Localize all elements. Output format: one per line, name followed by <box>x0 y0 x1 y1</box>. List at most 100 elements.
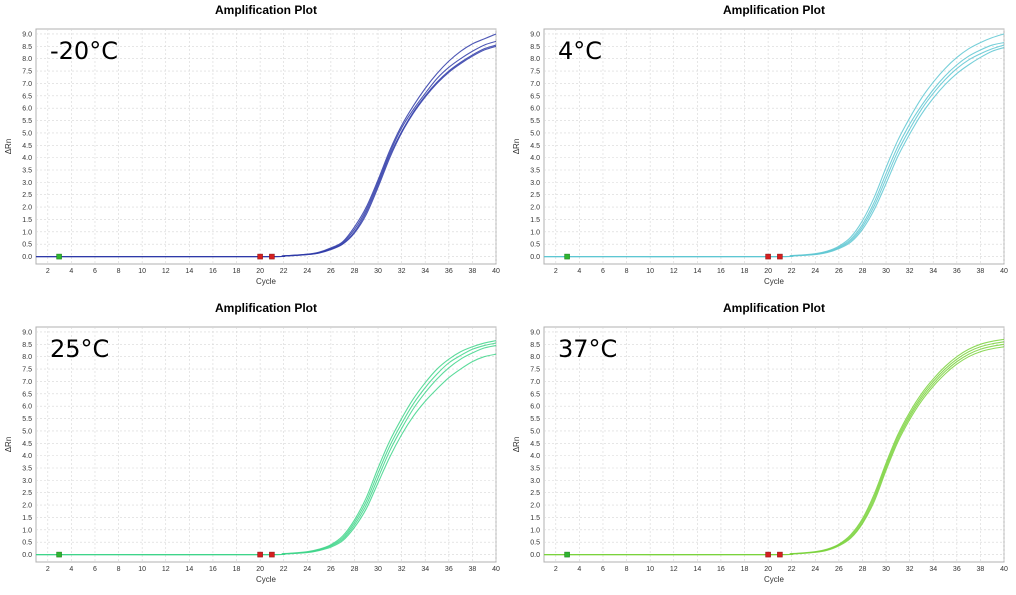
x-tick-label: 34 <box>421 566 429 573</box>
chart-title: Amplification Plot <box>215 301 317 315</box>
x-axis-label: Cycle <box>764 277 785 286</box>
baseline-start-marker[interactable] <box>564 253 570 260</box>
y-tick-label: 3.5 <box>530 466 540 473</box>
y-tick-label: 4.0 <box>22 155 32 162</box>
baseline-end-marker[interactable] <box>257 551 263 558</box>
x-tick-label: 32 <box>906 268 914 275</box>
y-tick-label: 4.5 <box>530 441 540 448</box>
y-tick-label: 3.0 <box>22 180 32 187</box>
y-tick-label: 7.5 <box>530 367 540 374</box>
x-tick-label: 10 <box>646 566 654 573</box>
y-tick-label: 4.0 <box>530 155 540 162</box>
y-tick-label: 1.5 <box>530 217 540 224</box>
y-tick-label: 5.0 <box>530 428 540 435</box>
baseline-end-marker[interactable] <box>765 551 771 558</box>
x-tick-label: 4 <box>577 268 581 275</box>
baseline-end-marker[interactable] <box>765 253 771 260</box>
x-axis-label: Cycle <box>256 575 277 584</box>
y-tick-label: 1.0 <box>22 527 32 534</box>
chart-title: Amplification Plot <box>723 3 825 17</box>
baseline-start-marker[interactable] <box>564 551 570 558</box>
x-tick-label: 40 <box>492 566 500 573</box>
x-tick-label: 22 <box>788 566 796 573</box>
x-tick-label: 2 <box>46 566 50 573</box>
x-tick-label: 18 <box>741 566 749 573</box>
y-tick-label: 0.5 <box>530 242 540 249</box>
y-tick-label: 6.0 <box>530 106 540 113</box>
y-tick-label: 9.0 <box>22 329 32 336</box>
y-tick-label: 9.0 <box>22 31 32 38</box>
y-tick-label: 5.0 <box>22 428 32 435</box>
x-tick-label: 26 <box>835 268 843 275</box>
x-tick-label: 24 <box>303 268 311 275</box>
amplification-plot-2: Amplification Plot 2 4 6 8 10 12 14 16 18 20 22 24 26… <box>508 0 1016 297</box>
y-tick-label: 7.0 <box>22 379 32 386</box>
baseline-end-marker[interactable] <box>257 253 263 260</box>
y-tick-label: 1.5 <box>530 515 540 522</box>
x-tick-label: 2 <box>46 268 50 275</box>
baseline-end-marker[interactable] <box>777 253 783 260</box>
x-tick-label: 36 <box>953 566 961 573</box>
x-tick-label: 6 <box>93 566 97 573</box>
x-tick-label: 14 <box>693 268 701 275</box>
baseline-start-marker[interactable] <box>56 253 62 260</box>
y-tick-label: 5.0 <box>22 130 32 137</box>
y-tick-label: 1.0 <box>22 229 32 236</box>
x-tick-label: 20 <box>764 566 772 573</box>
y-tick-label: 0.5 <box>530 540 540 547</box>
x-tick-label: 14 <box>693 566 701 573</box>
y-tick-label: 4.0 <box>22 453 32 460</box>
y-tick-label: 8.0 <box>22 56 32 63</box>
baseline-start-marker[interactable] <box>56 551 62 558</box>
y-tick-label: 8.0 <box>22 354 32 361</box>
y-tick-label: 8.5 <box>530 44 540 51</box>
y-tick-label: 1.0 <box>530 527 540 534</box>
baseline-end-marker[interactable] <box>269 551 275 558</box>
y-tick-label: 5.5 <box>530 118 540 125</box>
x-tick-label: 28 <box>351 268 359 275</box>
amplification-plot-3: Amplification Plot 2 4 6 8 10 12 14 16 18 20 22 24 26… <box>0 298 508 595</box>
y-tick-label: 8.5 <box>22 342 32 349</box>
x-tick-label: 18 <box>741 268 749 275</box>
x-tick-label: 12 <box>162 566 170 573</box>
x-tick-label: 36 <box>445 566 453 573</box>
x-tick-label: 16 <box>717 268 725 275</box>
amplification-curve-4 <box>543 47 1005 258</box>
x-tick-label: 6 <box>601 566 605 573</box>
y-tick-label: 2.5 <box>22 192 32 199</box>
y-tick-label: 2.0 <box>530 503 540 510</box>
y-tick-label: 3.0 <box>22 478 32 485</box>
y-tick-label: 6.0 <box>22 404 32 411</box>
x-tick-label: 16 <box>209 566 217 573</box>
y-tick-label: 8.5 <box>22 44 32 51</box>
x-tick-label: 32 <box>398 566 406 573</box>
amplification-plot-4: Amplification Plot 2 4 6 8 10 12 14 16 18 20 22 24 26… <box>508 298 1016 595</box>
x-tick-label: 10 <box>138 268 146 275</box>
y-axis-label: ΔRn <box>512 139 521 155</box>
x-tick-label: 14 <box>185 268 193 275</box>
baseline-end-marker[interactable] <box>777 551 783 558</box>
x-tick-label: 22 <box>280 566 288 573</box>
x-tick-label: 8 <box>117 268 121 275</box>
x-tick-label: 16 <box>717 566 725 573</box>
baseline-end-marker[interactable] <box>269 253 275 260</box>
x-tick-label: 16 <box>209 268 217 275</box>
plot-area <box>35 326 497 563</box>
y-tick-label: 2.0 <box>530 205 540 212</box>
x-tick-label: 10 <box>138 566 146 573</box>
x-tick-label: 20 <box>764 268 772 275</box>
temperature-label: 4°C <box>558 37 602 65</box>
x-tick-label: 26 <box>327 566 335 573</box>
x-tick-label: 8 <box>625 268 629 275</box>
y-tick-label: 2.5 <box>22 490 32 497</box>
x-tick-label: 40 <box>1000 268 1008 275</box>
x-tick-label: 2 <box>554 268 558 275</box>
x-tick-label: 18 <box>233 566 241 573</box>
y-tick-label: 7.5 <box>22 69 32 76</box>
chart-title: Amplification Plot <box>723 301 825 315</box>
x-tick-label: 18 <box>233 268 241 275</box>
x-tick-label: 32 <box>906 566 914 573</box>
temperature-label: -20°C <box>50 37 118 65</box>
y-tick-label: 0.5 <box>22 540 32 547</box>
